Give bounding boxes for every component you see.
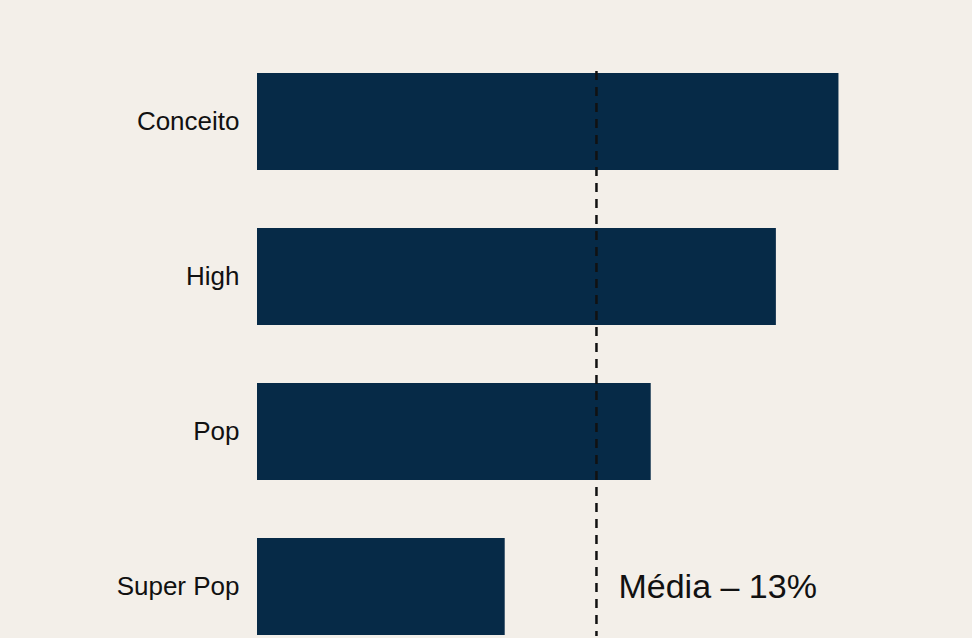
svg-text:Super Pop: Super Pop	[117, 571, 240, 601]
svg-text:Pop: Pop	[193, 416, 239, 446]
svg-text:Média – 13%: Média – 13%	[618, 567, 816, 605]
svg-text:Conceito: Conceito	[137, 106, 240, 136]
svg-text:High: High	[186, 261, 239, 291]
